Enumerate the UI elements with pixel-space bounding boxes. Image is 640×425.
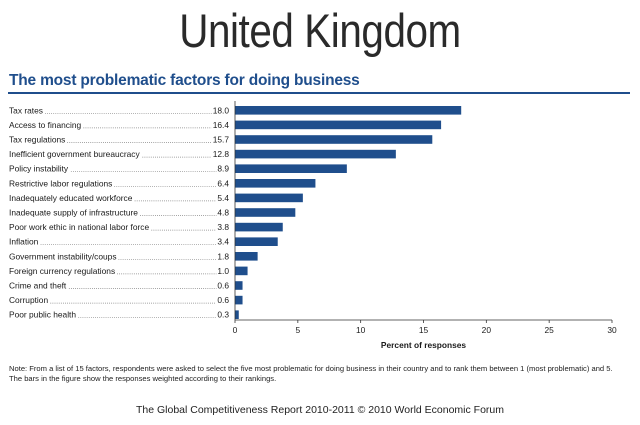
factor-label: Inefficient government bureaucracy xyxy=(9,149,140,159)
factor-label: Foreign currency regulations xyxy=(9,266,115,276)
bar xyxy=(235,135,433,144)
factor-label: Tax regulations xyxy=(9,135,65,145)
bar xyxy=(235,164,347,173)
factor-label: Inadequately educated workforce xyxy=(9,193,133,203)
value-label: 18.0 xyxy=(213,105,230,115)
x-tick-label: 15 xyxy=(419,325,429,335)
bar xyxy=(235,252,258,261)
x-tick-label: 0 xyxy=(233,325,238,335)
x-tick-label: 30 xyxy=(607,325,617,335)
bar xyxy=(235,266,248,276)
bar-chart: Tax rates 18.0 Access to financing 16.4 Tax … xyxy=(9,101,617,350)
value-label: 3.4 xyxy=(217,237,229,247)
bar xyxy=(235,106,462,115)
bar xyxy=(235,222,283,232)
factor-label: Poor public health xyxy=(9,310,76,320)
value-label: 1.8 xyxy=(217,251,229,261)
value-label: 12.8 xyxy=(213,149,230,159)
value-label: 3.8 xyxy=(217,222,229,232)
value-label: 16.4 xyxy=(213,120,230,130)
source-footer: The Global Competitiveness Report 2010-2… xyxy=(135,404,505,416)
factor-labels: Tax rates 18.0 Access to financing 16.4 Tax … xyxy=(9,105,229,319)
bar xyxy=(235,237,278,246)
value-label: 8.9 xyxy=(217,164,229,174)
value-label: 4.8 xyxy=(217,208,229,218)
factor-label: Access to financing xyxy=(9,120,81,130)
factor-label: Corruption xyxy=(9,295,48,305)
value-label: 15.7 xyxy=(213,135,230,145)
value-label: 0.6 xyxy=(217,295,229,305)
x-tick-label: 5 xyxy=(295,325,300,335)
bar xyxy=(235,295,243,305)
bar xyxy=(235,208,296,217)
value-label: 0.3 xyxy=(217,310,229,320)
title-rule xyxy=(8,92,630,94)
value-label: 1.0 xyxy=(217,266,229,276)
bar xyxy=(235,310,239,319)
bar xyxy=(235,179,316,188)
factor-label: Inadequate supply of infrastructure xyxy=(9,208,138,218)
x-axis-title: Percent of responses xyxy=(381,340,467,350)
x-tick-label: 25 xyxy=(545,325,555,335)
chart-subtitle: The most problematic factors for doing b… xyxy=(9,72,360,89)
factor-label: Crime and theft xyxy=(9,281,67,291)
value-label: 5.4 xyxy=(217,193,229,203)
country-title: United Kingdom xyxy=(179,4,461,57)
x-tick-label: 20 xyxy=(482,325,492,335)
factor-label: Tax rates xyxy=(9,105,43,115)
value-label: 0.6 xyxy=(217,281,229,291)
bar xyxy=(235,120,442,130)
bar xyxy=(235,193,303,203)
bar xyxy=(235,281,243,290)
bar xyxy=(235,149,396,159)
factor-label: Inflation xyxy=(9,237,39,247)
factor-label: Poor work ethic in national labor force xyxy=(9,222,149,232)
x-axis: 0 5 10 15 20 25 30 xyxy=(233,101,617,335)
bars xyxy=(235,106,462,319)
value-label: 6.4 xyxy=(217,178,229,188)
x-tick-label: 10 xyxy=(356,325,366,335)
factor-label: Restrictive labor regulations xyxy=(9,178,112,188)
factor-label: Government instability/coups xyxy=(9,251,117,261)
footnote: Note: From a list of 15 factors, respond… xyxy=(9,364,613,383)
factor-label: Policy instability xyxy=(9,164,69,174)
